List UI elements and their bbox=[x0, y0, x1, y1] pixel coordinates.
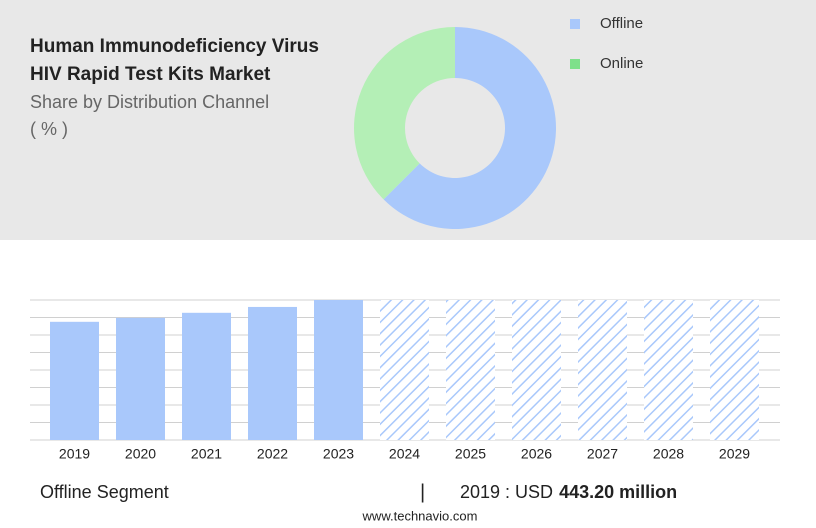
footer-separator: | bbox=[420, 481, 425, 503]
legend-label: Online bbox=[600, 55, 643, 72]
bar bbox=[116, 317, 165, 440]
footer-amount: 443.20 million bbox=[559, 482, 677, 502]
bar bbox=[182, 312, 231, 440]
forecast-bar bbox=[446, 300, 495, 440]
subtitle: Share by Distribution Channel bbox=[30, 92, 269, 112]
footer-segment: Offline Segment bbox=[40, 482, 169, 502]
title: HIV Rapid Test Kits Market bbox=[30, 64, 271, 85]
donut-slice bbox=[353, 27, 455, 200]
bar bbox=[248, 306, 297, 440]
x-tick-label: 2023 bbox=[323, 446, 354, 462]
title: Human Immunodeficiency Virus bbox=[30, 36, 319, 57]
footer-year: 2019 : USD bbox=[460, 482, 553, 502]
x-tick-label: 2020 bbox=[125, 446, 156, 462]
forecast-bar bbox=[644, 300, 693, 440]
forecast-bar bbox=[512, 300, 561, 440]
x-tick-label: 2019 bbox=[59, 446, 90, 462]
x-tick-label: 2027 bbox=[587, 446, 618, 462]
x-tick-label: 2024 bbox=[389, 446, 420, 462]
donut-slice bbox=[383, 27, 556, 229]
x-tick-label: 2022 bbox=[257, 446, 288, 462]
footer-value: 2019 : USD 443.20 million bbox=[460, 482, 677, 502]
legend-swatch bbox=[570, 19, 580, 29]
bar bbox=[314, 300, 363, 440]
legend-swatch bbox=[570, 59, 580, 69]
forecast-bar bbox=[578, 300, 627, 440]
x-tick-label: 2021 bbox=[191, 446, 222, 462]
x-tick-label: 2025 bbox=[455, 446, 486, 462]
x-tick-label: 2029 bbox=[719, 446, 750, 462]
forecast-bar bbox=[710, 300, 759, 440]
x-tick-label: 2026 bbox=[521, 446, 552, 462]
x-tick-label: 2028 bbox=[653, 446, 684, 462]
unit: ( % ) bbox=[30, 119, 68, 139]
forecast-bar bbox=[380, 300, 429, 440]
bar bbox=[50, 321, 99, 440]
website: www.technavio.com bbox=[362, 508, 478, 523]
legend-label: Offline bbox=[600, 15, 643, 32]
